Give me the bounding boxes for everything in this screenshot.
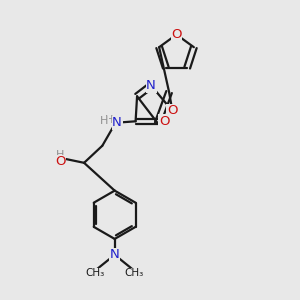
Text: H: H <box>56 151 65 160</box>
Text: H: H <box>104 116 112 125</box>
Text: H: H <box>100 116 109 126</box>
Text: O: O <box>55 155 66 168</box>
Text: N: N <box>146 79 156 92</box>
Text: O: O <box>159 115 169 128</box>
Text: N: N <box>110 248 119 261</box>
Text: CH₃: CH₃ <box>125 268 144 278</box>
Text: N: N <box>112 116 122 129</box>
Text: CH₃: CH₃ <box>85 268 105 278</box>
Text: O: O <box>167 104 178 117</box>
Text: H: H <box>104 116 112 125</box>
Text: H: H <box>105 116 113 125</box>
Text: O: O <box>171 28 182 41</box>
